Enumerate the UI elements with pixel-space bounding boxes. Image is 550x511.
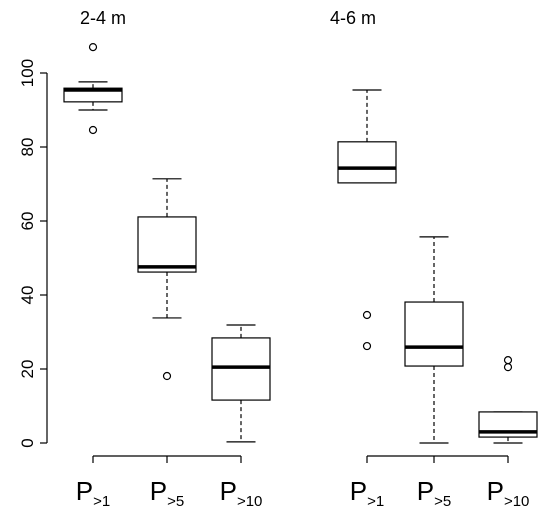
y-tick-label: 80: [18, 138, 37, 157]
label-main: P: [350, 476, 367, 506]
label-sub: >5: [167, 493, 184, 510]
label-main: P: [220, 476, 237, 506]
y-tick-label: 20: [18, 360, 37, 379]
y-tick-label: 0: [18, 438, 37, 447]
box: [404, 301, 464, 367]
outlier: [362, 341, 372, 351]
label-sub: >10: [237, 493, 262, 510]
outlier: [88, 42, 98, 52]
outlier: [162, 371, 172, 381]
label-sub: >1: [367, 493, 384, 510]
label-sub: >1: [93, 493, 110, 510]
label-main: P: [487, 476, 504, 506]
label-sub: >5: [434, 493, 451, 510]
x-tick-label: P>1: [76, 476, 110, 510]
y-tick-label: 100: [18, 59, 37, 87]
y-tick-label: 60: [18, 212, 37, 231]
x-tick-label: P>5: [150, 476, 184, 510]
outlier: [362, 310, 372, 320]
label-main: P: [417, 476, 434, 506]
x-tick-label: P>10: [487, 476, 530, 510]
outlier: [503, 356, 513, 365]
box: [137, 216, 197, 273]
x-tick-label: P>10: [220, 476, 263, 510]
box: [211, 337, 271, 401]
x-tick-label: P>5: [417, 476, 451, 510]
group-title: 2-4 m: [80, 8, 126, 28]
outlier: [88, 125, 98, 135]
y-tick-label: 40: [18, 286, 37, 305]
label-sub: >10: [504, 493, 529, 510]
x-tick-label: P>1: [350, 476, 384, 510]
label-main: P: [150, 476, 167, 506]
outlier: [503, 363, 513, 372]
box: [337, 141, 397, 184]
label-main: P: [76, 476, 93, 506]
group-title: 4-6 m: [330, 8, 376, 28]
